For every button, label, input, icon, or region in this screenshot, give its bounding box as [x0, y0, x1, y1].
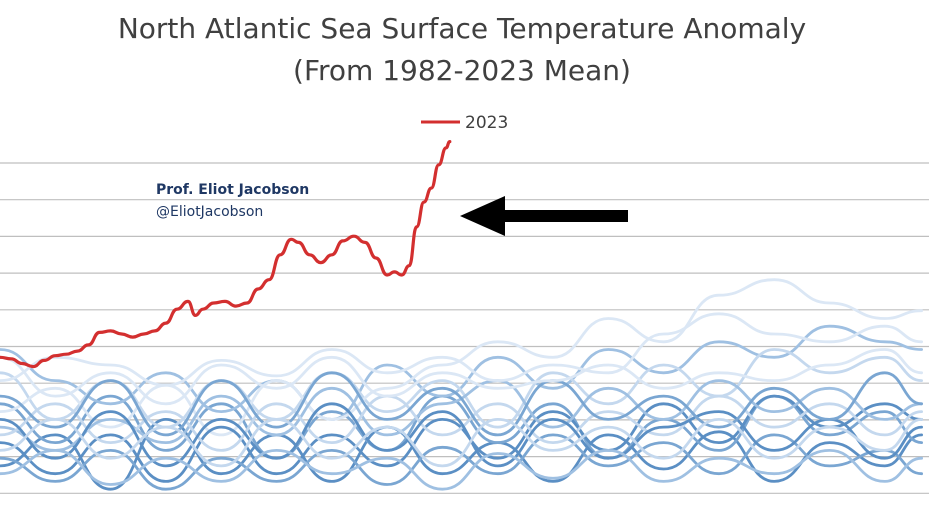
- historical-series-line-14: [0, 418, 923, 468]
- historical-series-line-15: [0, 348, 923, 406]
- chart-title: North Atlantic Sea Surface Temperature A…: [118, 12, 806, 45]
- legend-label-2023: 2023: [465, 113, 508, 133]
- arrow-shaft: [498, 210, 628, 222]
- chart-subtitle: (From 1982-2023 Mean): [293, 54, 631, 87]
- arrow-annotation: [460, 196, 628, 236]
- historical-series-line-9: [0, 394, 923, 452]
- historical-series-line-1: [0, 418, 923, 491]
- historical-series-line-5: [0, 278, 923, 437]
- series-2023-line: [0, 140, 452, 369]
- historical-series-line-3: [0, 324, 923, 421]
- historical-series-line-7: [0, 433, 923, 491]
- historical-series-line-13: [0, 449, 923, 491]
- historical-series-line-4: [0, 348, 923, 429]
- series-2023-group: [0, 140, 452, 369]
- historical-series-line-8: [0, 379, 923, 452]
- historical-series-line-10: [0, 312, 923, 387]
- credit-handle: @EliotJacobson: [156, 204, 263, 220]
- historical-series: [0, 278, 923, 491]
- credit-name: Prof. Eliot Jacobson: [156, 182, 309, 198]
- arrow-head: [460, 196, 505, 236]
